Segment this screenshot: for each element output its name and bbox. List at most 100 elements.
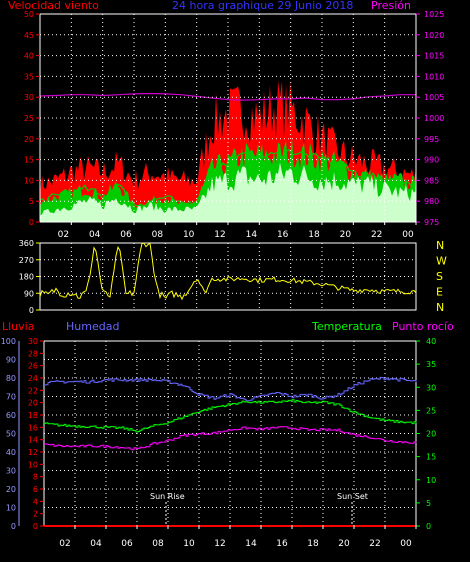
humidity-tick-label: 80 <box>6 374 16 383</box>
temp-tick-label: 15 <box>426 453 436 462</box>
x-tick-label: 20 <box>338 539 350 549</box>
x-tick-label: 10 <box>183 539 195 549</box>
x-tick-label: 22 <box>371 230 382 240</box>
humidity-tick-label: 100 <box>1 337 16 346</box>
rain-tick-label: 2 <box>33 510 38 519</box>
left-tick-label: 0 <box>29 218 34 227</box>
x-tick-label: 18 <box>307 539 319 549</box>
left-tick-label: 360 <box>19 239 34 248</box>
humidity-tick-label: 50 <box>6 430 16 439</box>
left-tick-label: 20 <box>24 135 34 144</box>
x-tick-label: 16 <box>277 230 289 240</box>
compass-letter: E <box>436 286 443 299</box>
rain-tick-label: 24 <box>28 374 38 383</box>
x-tick-label: 10 <box>183 230 195 240</box>
left-tick-label: 90 <box>24 289 34 298</box>
rain-label: Lluvia <box>2 320 34 333</box>
left-tick-label: 15 <box>24 156 34 165</box>
temperature-line <box>44 399 417 433</box>
temp-tick-label: 35 <box>426 360 436 369</box>
left-tick-label: 270 <box>19 256 34 265</box>
wind-direction-trace <box>39 242 417 301</box>
temperature-label: Temperatura <box>311 320 382 333</box>
x-tick-label: 18 <box>308 230 320 240</box>
left-tick-label: 180 <box>19 273 34 282</box>
x-tick-label: 12 <box>214 230 225 240</box>
right-tick-label: 1020 <box>424 31 444 40</box>
rain-tick-label: 6 <box>33 485 38 494</box>
dewpoint-line <box>44 426 417 451</box>
right-tick-label: 1000 <box>424 114 444 123</box>
right-tick-label: 980 <box>424 197 439 206</box>
left-tick-label: 25 <box>24 114 34 123</box>
rain-tick-label: 8 <box>33 473 38 482</box>
temp-tick-label: 10 <box>426 476 436 485</box>
rain-tick-label: 18 <box>28 411 38 420</box>
rain-tick-label: 4 <box>33 497 38 506</box>
x-tick-label: 06 <box>121 539 133 549</box>
temp-tick-label: 30 <box>426 383 436 392</box>
left-tick-label: 50 <box>24 10 34 19</box>
left-tick-label: 40 <box>24 52 34 61</box>
x-tick-label: 08 <box>152 539 164 549</box>
x-tick-label: 08 <box>152 230 164 240</box>
right-tick-label: 975 <box>424 218 439 227</box>
humidity-tick-label: 70 <box>6 393 16 402</box>
rain-tick-label: 16 <box>28 423 38 432</box>
rain-tick-label: 10 <box>28 460 38 469</box>
temp-tick-label: 5 <box>426 499 431 508</box>
humidity-line <box>44 376 417 402</box>
humidity-tick-label: 90 <box>6 356 16 365</box>
right-tick-label: 990 <box>424 156 439 165</box>
x-tick-label: 02 <box>59 539 70 549</box>
right-tick-label: 1025 <box>424 10 444 19</box>
pressure-label: Presión <box>371 0 411 12</box>
temp-tick-label: 40 <box>426 337 436 346</box>
humidity-tick-label: 0 <box>11 522 16 531</box>
humidity-tick-label: 10 <box>6 504 16 513</box>
chart-date-title: 24 hora graphique 29 Junio 2018 <box>172 0 353 12</box>
compass-letter: N <box>436 301 444 314</box>
left-tick-label: 5 <box>29 197 34 206</box>
x-tick-label: 14 <box>245 539 257 549</box>
right-tick-label: 995 <box>424 135 439 144</box>
compass-letter: N <box>436 239 444 252</box>
left-tick-label: 30 <box>24 93 34 102</box>
x-tick-label: 16 <box>276 539 288 549</box>
wind-direction-panel: 0 90 180 270 360 <box>19 239 417 315</box>
compass-letter: S <box>436 270 443 283</box>
rain-tick-label: 26 <box>28 362 38 371</box>
x-tick-label: 00 <box>400 539 412 549</box>
x-tick-label: 04 <box>90 539 102 549</box>
left-tick-label: 0 <box>29 306 34 315</box>
x-tick-label: 20 <box>340 230 352 240</box>
rain-tick-label: 28 <box>28 349 38 358</box>
wind-pressure-panel: 0510152025303540455097598098599099510001… <box>24 10 445 240</box>
humidity-tick-label: 40 <box>6 448 16 457</box>
x-tick-label: 00 <box>402 230 414 240</box>
sunrise-label: Sun Rise <box>150 492 185 501</box>
humidity-tick-label: 30 <box>6 467 16 476</box>
temp-tick-label: 25 <box>426 406 436 415</box>
temp-tick-label: 0 <box>426 522 431 531</box>
x-tick-label: 12 <box>214 539 225 549</box>
rain-tick-label: 14 <box>28 436 38 445</box>
x-tick-label: 22 <box>369 539 380 549</box>
rain-tick-label: 20 <box>28 399 38 408</box>
rain-tick-label: 12 <box>28 448 38 457</box>
right-tick-label: 1010 <box>424 72 444 81</box>
left-tick-label: 45 <box>24 31 34 40</box>
dewpoint-label: Punto rocío <box>392 320 454 333</box>
x-tick-label: 14 <box>246 230 258 240</box>
x-tick-label: 04 <box>89 230 101 240</box>
right-tick-label: 1015 <box>424 52 444 61</box>
rain-tick-label: 0 <box>33 522 38 531</box>
rain-tick-label: 22 <box>28 386 38 395</box>
wind_low-area <box>40 162 416 222</box>
x-tick-label: 02 <box>58 230 69 240</box>
left-tick-label: 35 <box>24 72 34 81</box>
x-tick-label: 06 <box>120 230 132 240</box>
right-tick-label: 985 <box>424 176 439 185</box>
